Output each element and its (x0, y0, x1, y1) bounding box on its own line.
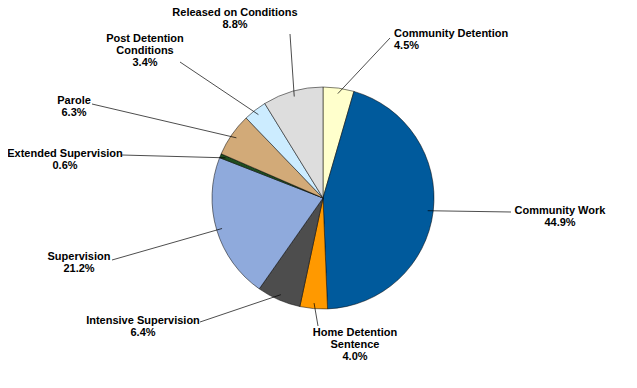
svg-text:Extended Supervision0.6%: Extended Supervision0.6% (8, 147, 123, 171)
svg-text:Parole6.3%: Parole6.3% (57, 94, 91, 118)
svg-text:Community Detention4.5%: Community Detention4.5% (394, 27, 509, 51)
svg-text:Intensive Supervision6.4%: Intensive Supervision6.4% (86, 314, 200, 338)
svg-text:Supervision21.2%: Supervision21.2% (48, 250, 111, 274)
svg-text:Released on Conditions8.8%: Released on Conditions8.8% (172, 8, 297, 30)
svg-text:Home DetentionSentence4.0%: Home DetentionSentence4.0% (313, 326, 398, 362)
svg-text:Post DetentionConditions3.4%: Post DetentionConditions3.4% (106, 32, 184, 68)
svg-text:Community Work44.9%: Community Work44.9% (515, 204, 607, 228)
